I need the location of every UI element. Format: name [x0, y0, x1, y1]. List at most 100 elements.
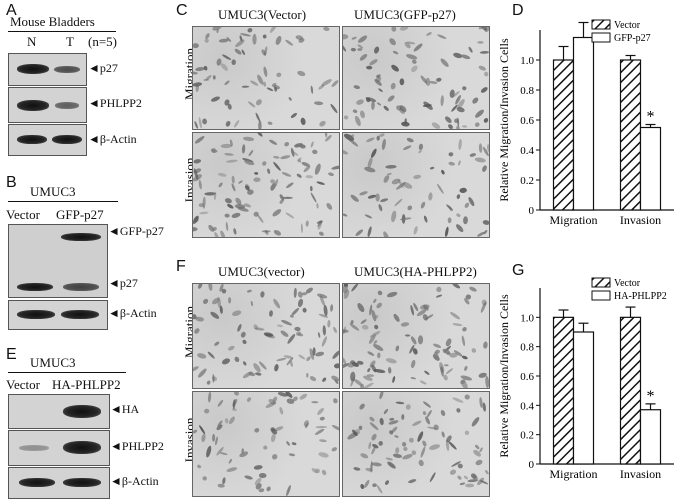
- cell-mark: [256, 133, 263, 137]
- cell-mark: [225, 221, 229, 232]
- cell-mark: [193, 168, 199, 180]
- cell-mark: [419, 304, 430, 310]
- cell-mark: [405, 404, 411, 410]
- cell-mark: [477, 41, 484, 44]
- cell-mark: [277, 392, 288, 397]
- legend-label: GFP-p27: [614, 33, 651, 44]
- panel-b-cell: UMUC3: [30, 184, 76, 199]
- cell-mark: [383, 408, 389, 415]
- cell-mark: [297, 159, 302, 163]
- cell-mark: [323, 304, 328, 317]
- cell-mark: [436, 286, 442, 293]
- blot-band: [63, 441, 101, 454]
- y-tick-label: 0: [529, 459, 535, 471]
- cell-mark: [321, 336, 327, 347]
- cell-mark: [271, 428, 278, 435]
- cell-mark: [426, 32, 432, 36]
- cell-mark: [274, 426, 284, 432]
- cell-mark: [469, 153, 477, 157]
- cell-mark: [265, 402, 276, 408]
- cell-mark: [198, 368, 207, 378]
- panel-b-blot-actin: [8, 300, 108, 330]
- cell-mark: [279, 194, 285, 201]
- cell-mark: [254, 327, 265, 331]
- panel-c-letter: C: [176, 2, 188, 19]
- cell-mark: [195, 67, 205, 72]
- cell-mark: [472, 97, 479, 104]
- cell-mark: [288, 97, 292, 101]
- cell-mark: [483, 118, 489, 123]
- cell-mark: [220, 230, 226, 237]
- cell-mark: [309, 376, 317, 382]
- panel-a-blot-actin: [8, 124, 87, 156]
- cell-mark: [218, 182, 223, 188]
- cell-mark: [391, 426, 398, 433]
- cell-mark: [194, 121, 198, 129]
- cell-mark: [273, 298, 281, 309]
- cell-mark: [452, 323, 463, 327]
- panel-b-lane-gfp: GFP-p27: [56, 207, 104, 222]
- cell-mark: [210, 311, 220, 319]
- cell-mark: [417, 335, 424, 345]
- panel-e-label-phlpp2: ◄PHLPP2: [110, 439, 164, 453]
- cell-mark: [301, 292, 307, 296]
- cell-mark: [387, 461, 396, 469]
- y-tick-label: 1.0: [520, 312, 534, 324]
- cell-mark: [274, 86, 278, 92]
- cell-mark: [371, 309, 377, 322]
- cell-mark: [356, 99, 364, 105]
- cell-mark: [254, 428, 260, 433]
- y-tick-label: 0.6: [520, 115, 534, 127]
- cell-mark: [333, 398, 338, 404]
- cell-mark: [224, 213, 230, 218]
- cell-mark: [228, 297, 232, 304]
- cell-mark: [463, 475, 468, 480]
- bar-gfp-p27-invasion: [639, 126, 662, 211]
- cell-mark: [387, 367, 392, 374]
- cell-mark: [364, 214, 373, 219]
- cell-mark: [214, 341, 220, 346]
- bar-ha-phlpp2-invasion: [639, 409, 662, 465]
- cell-mark: [378, 88, 383, 92]
- cell-mark: [286, 357, 294, 366]
- cell-mark: [467, 479, 478, 483]
- cell-mark: [194, 136, 205, 144]
- micrograph-c-gfp-migration: [342, 26, 490, 130]
- cell-mark: [319, 416, 325, 421]
- panel-e-cell: UMUC3: [30, 355, 76, 370]
- cell-mark: [460, 54, 471, 60]
- cell-mark: [254, 477, 262, 486]
- cell-mark: [217, 420, 223, 427]
- cell-mark: [385, 457, 393, 461]
- cell-mark: [365, 97, 371, 103]
- blot-band: [54, 66, 80, 73]
- legend-swatch: [591, 290, 611, 301]
- cell-mark: [233, 228, 237, 235]
- cell-mark: [479, 51, 489, 54]
- blot-band: [19, 478, 55, 487]
- cell-mark: [258, 488, 265, 493]
- cell-mark: [262, 34, 267, 39]
- cell-mark: [383, 231, 389, 237]
- cell-mark: [343, 284, 349, 294]
- cell-mark: [229, 139, 233, 147]
- cell-mark: [312, 149, 318, 155]
- cell-mark: [484, 71, 489, 77]
- panel-b-label-actin: ◄β-Actin: [108, 306, 157, 320]
- cell-mark: [373, 340, 378, 345]
- cell-mark: [279, 199, 284, 204]
- cell-mark: [289, 315, 294, 318]
- cell-mark: [426, 410, 432, 418]
- cell-mark: [379, 133, 385, 137]
- cell-mark: [293, 396, 298, 402]
- cell-mark: [400, 322, 410, 327]
- cell-mark: [371, 433, 377, 441]
- y-tick-label: 1.0: [520, 55, 534, 67]
- cell-mark: [197, 464, 202, 469]
- cell-mark: [441, 169, 445, 175]
- cell-mark: [322, 325, 326, 336]
- cell-mark: [332, 350, 339, 359]
- cell-mark: [369, 59, 378, 66]
- micrograph-f-vector-migration: [192, 283, 340, 389]
- cell-mark: [422, 440, 427, 447]
